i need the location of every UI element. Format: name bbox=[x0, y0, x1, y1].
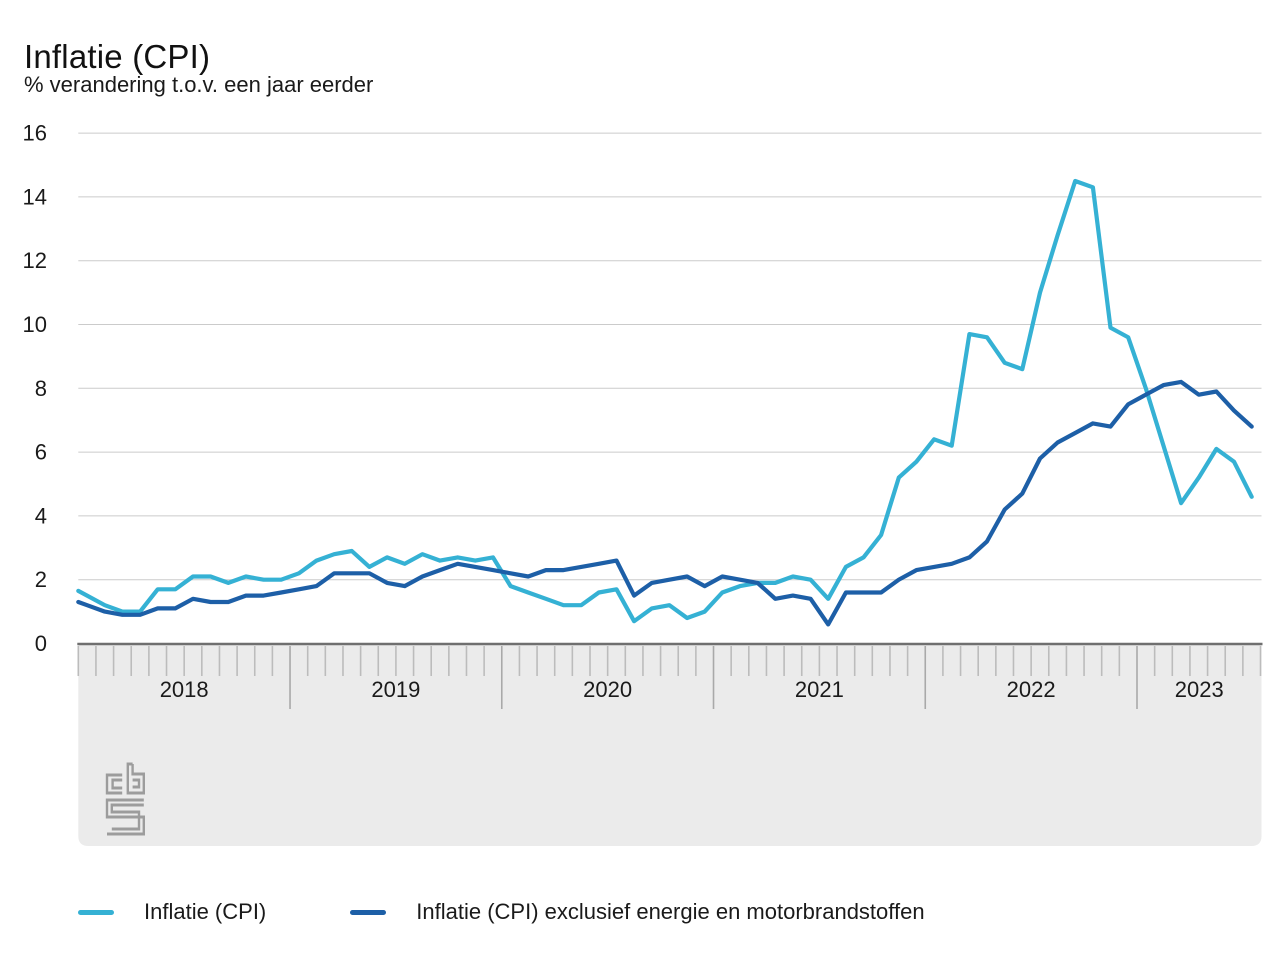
series-line-cpi-excl-energy bbox=[76, 379, 1254, 627]
year-label: 2019 bbox=[371, 677, 420, 702]
chart-legend: Inflatie (CPI) Inflatie (CPI) exclusief … bbox=[78, 899, 1009, 925]
year-label: 2018 bbox=[160, 677, 209, 702]
year-label: 2021 bbox=[795, 677, 844, 702]
legend-line-swatch-cpi bbox=[78, 909, 114, 915]
x-axis-year-labels: 2018 2019 2020 2021 2022 2023 bbox=[160, 677, 1224, 702]
y-tick-label: 4 bbox=[35, 503, 47, 528]
y-tick-label: 8 bbox=[35, 376, 47, 401]
legend-item-cpi: Inflatie (CPI) bbox=[78, 899, 266, 925]
legend-item-cpi-excl-energy: Inflatie (CPI) exclusief energie en moto… bbox=[350, 899, 925, 925]
series-line-cpi bbox=[76, 178, 1254, 624]
cbs-logo-letter-s bbox=[105, 798, 146, 836]
page-subtitle: % verandering t.o.v. een jaar eerder bbox=[24, 72, 374, 97]
cbs-logo-letter-b bbox=[126, 762, 146, 795]
legend-label-cpi: Inflatie (CPI) bbox=[144, 899, 267, 924]
data-series-lines bbox=[76, 178, 1254, 627]
cbs-logo-letter-c bbox=[105, 773, 123, 795]
y-tick-label: 14 bbox=[23, 184, 47, 209]
y-axis-labels: 0 2 4 6 8 10 12 14 16 bbox=[23, 121, 47, 656]
legend-label-cpi-excl-energy: Inflatie (CPI) exclusief energie en moto… bbox=[416, 899, 925, 924]
page-title: Inflatie (CPI) bbox=[24, 38, 211, 76]
year-label: 2020 bbox=[583, 677, 632, 702]
y-tick-label: 6 bbox=[35, 440, 47, 465]
gridlines bbox=[78, 132, 1262, 581]
y-tick-label: 10 bbox=[23, 312, 47, 337]
y-tick-label: 16 bbox=[23, 121, 47, 146]
legend-line-swatch-cpi-excl-energy bbox=[350, 909, 387, 915]
y-tick-label: 2 bbox=[35, 567, 47, 592]
year-label: 2023 bbox=[1175, 677, 1224, 702]
x-axis-band bbox=[77, 642, 1263, 846]
axis-footer-band bbox=[78, 645, 1262, 846]
year-label: 2022 bbox=[1007, 677, 1056, 702]
cbs-logo bbox=[105, 762, 146, 836]
y-tick-label: 0 bbox=[35, 631, 47, 656]
y-tick-label: 12 bbox=[23, 248, 47, 273]
month-tick-marks bbox=[77, 646, 1262, 709]
